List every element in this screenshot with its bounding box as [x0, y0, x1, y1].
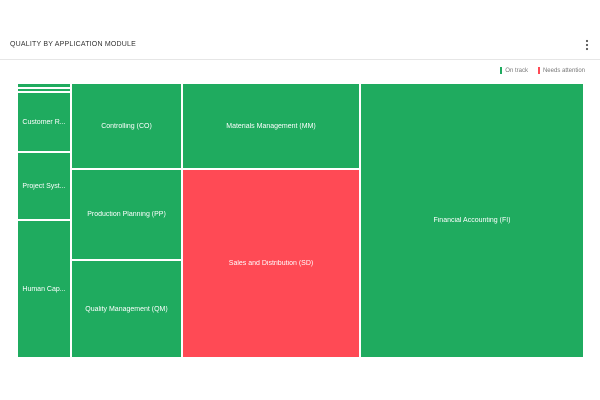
- tile-label-sales-distribution: Sales and Distribution (SD): [228, 260, 314, 267]
- legend-label-needs-attention: Needs attention: [542, 67, 585, 74]
- legend: On track Needs attention: [500, 67, 585, 74]
- tile-label-project-system: Project Syst...: [22, 182, 66, 190]
- tile-financial-accounting[interactable]: Financial Accounting (FI): [360, 83, 584, 358]
- legend-item-needs-attention[interactable]: Needs attention: [537, 67, 585, 74]
- tile-sales-distribution[interactable]: Sales and Distribution (SD): [182, 169, 360, 358]
- more-vertical-icon: [585, 39, 589, 51]
- tile-label-financial-accounting: Financial Accounting (FI): [433, 217, 511, 224]
- treemap: Customer R... Project Syst... Human Cap.…: [17, 83, 584, 358]
- tile-label-controlling: Controlling (CO): [101, 122, 152, 130]
- tile-label-customer-relationship: Customer R...: [22, 118, 66, 126]
- legend-swatch-needs-attention: [537, 67, 540, 74]
- tile-label-materials-management: Materials Management (MM): [226, 122, 316, 130]
- tile-label-human-capital: Human Cap...: [22, 285, 66, 293]
- card-title: QUALITY BY APPLICATION MODULE: [10, 41, 137, 48]
- tile-project-system[interactable]: Project Syst...: [17, 152, 71, 220]
- tile-label-quality-management: Quality Management (QM): [85, 305, 168, 313]
- legend-item-on-track[interactable]: On track: [500, 67, 528, 74]
- legend-swatch-on-track: [500, 67, 503, 74]
- tile-small-2[interactable]: [17, 88, 71, 92]
- legend-label-on-track: On track: [505, 67, 528, 74]
- tile-small-1[interactable]: [17, 83, 71, 88]
- tile-quality-management[interactable]: Quality Management (QM): [71, 260, 182, 358]
- tile-materials-management[interactable]: Materials Management (MM): [182, 83, 360, 169]
- tile-customer-relationship[interactable]: Customer R...: [17, 92, 71, 152]
- tile-production-planning[interactable]: Production Planning (PP): [71, 169, 182, 260]
- more-options-button[interactable]: [581, 38, 593, 52]
- tile-label-production-planning: Production Planning (PP): [87, 211, 166, 218]
- tile-human-capital[interactable]: Human Cap...: [17, 220, 71, 358]
- card-header: QUALITY BY APPLICATION MODULE: [0, 0, 600, 60]
- tile-controlling[interactable]: Controlling (CO): [71, 83, 182, 169]
